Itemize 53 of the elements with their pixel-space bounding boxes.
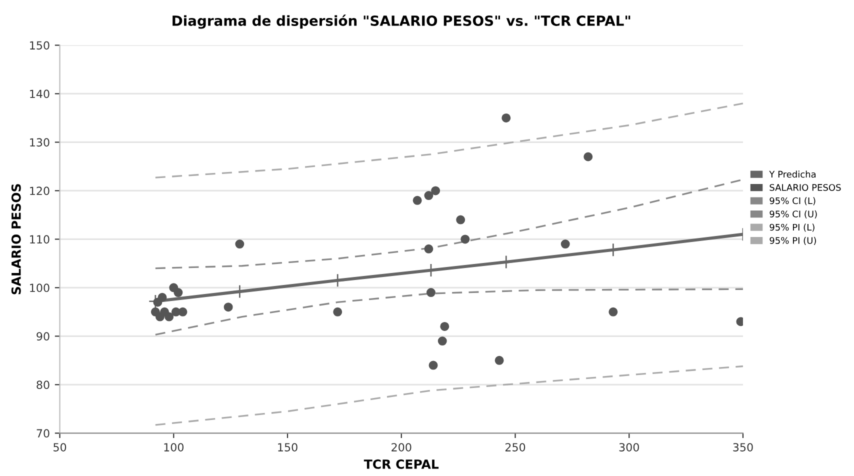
point: [499, 255, 514, 269]
point: [232, 284, 247, 299]
point: [560, 240, 570, 249]
y-tick-label: 110: [30, 235, 50, 244]
y-tick-label: 140: [30, 90, 50, 98]
point: [164, 312, 174, 322]
y-tick-label: 120: [30, 186, 50, 196]
point: [428, 360, 438, 370]
point: [426, 288, 436, 298]
point: [502, 113, 511, 122]
legend-label: 95% CI (U): [770, 210, 817, 218]
legend-label: 95% PI (U): [770, 236, 816, 245]
point: [494, 356, 504, 365]
x-tick-label: 200: [392, 443, 412, 452]
point: [412, 196, 422, 205]
legend-label: 95% CI (L): [770, 197, 816, 206]
point: [584, 152, 593, 162]
point: [608, 307, 618, 316]
chart-title: Diagrama de dispersión "SALARIO PESOS" vs. "TCR CEPAL": [172, 14, 630, 29]
y-tick-label: 130: [30, 138, 50, 147]
x-tick-label: 350: [733, 443, 753, 452]
point: [178, 307, 188, 316]
x-tick-label: 50: [54, 443, 66, 452]
point: [333, 307, 342, 316]
x-tick-label: 150: [278, 443, 298, 452]
legend-label: SALARIO PESOS: [770, 184, 841, 191]
point: [431, 186, 440, 196]
point: [424, 191, 434, 200]
point: [235, 240, 244, 249]
line-series: [154, 102, 743, 178]
line-series: [154, 288, 743, 336]
point: [224, 302, 233, 312]
y-tick-label: 90: [36, 332, 50, 341]
y-tick-label: 100: [30, 284, 50, 292]
x-tick-label: 300: [619, 443, 639, 452]
point: [424, 244, 434, 254]
line-series: [154, 365, 743, 426]
x-tick-label: 250: [505, 443, 526, 452]
point: [438, 336, 447, 346]
point: [456, 215, 466, 224]
y-tick-label: 80: [36, 380, 50, 390]
y-axis-title: SALARIO PESOS: [11, 184, 21, 294]
line-series: [154, 178, 743, 270]
legend-label: Y Predicha: [769, 170, 816, 178]
legend-label: 95% PI (L): [770, 224, 814, 232]
y-tick-label: 70: [36, 429, 50, 438]
x-axis-title: TCR CEPAL: [364, 459, 439, 469]
point: [158, 292, 167, 302]
y-tick-label: 150: [30, 41, 50, 50]
x-tick-label: 100: [164, 443, 184, 452]
point: [174, 288, 183, 298]
point: [460, 234, 470, 244]
point: [440, 322, 450, 331]
